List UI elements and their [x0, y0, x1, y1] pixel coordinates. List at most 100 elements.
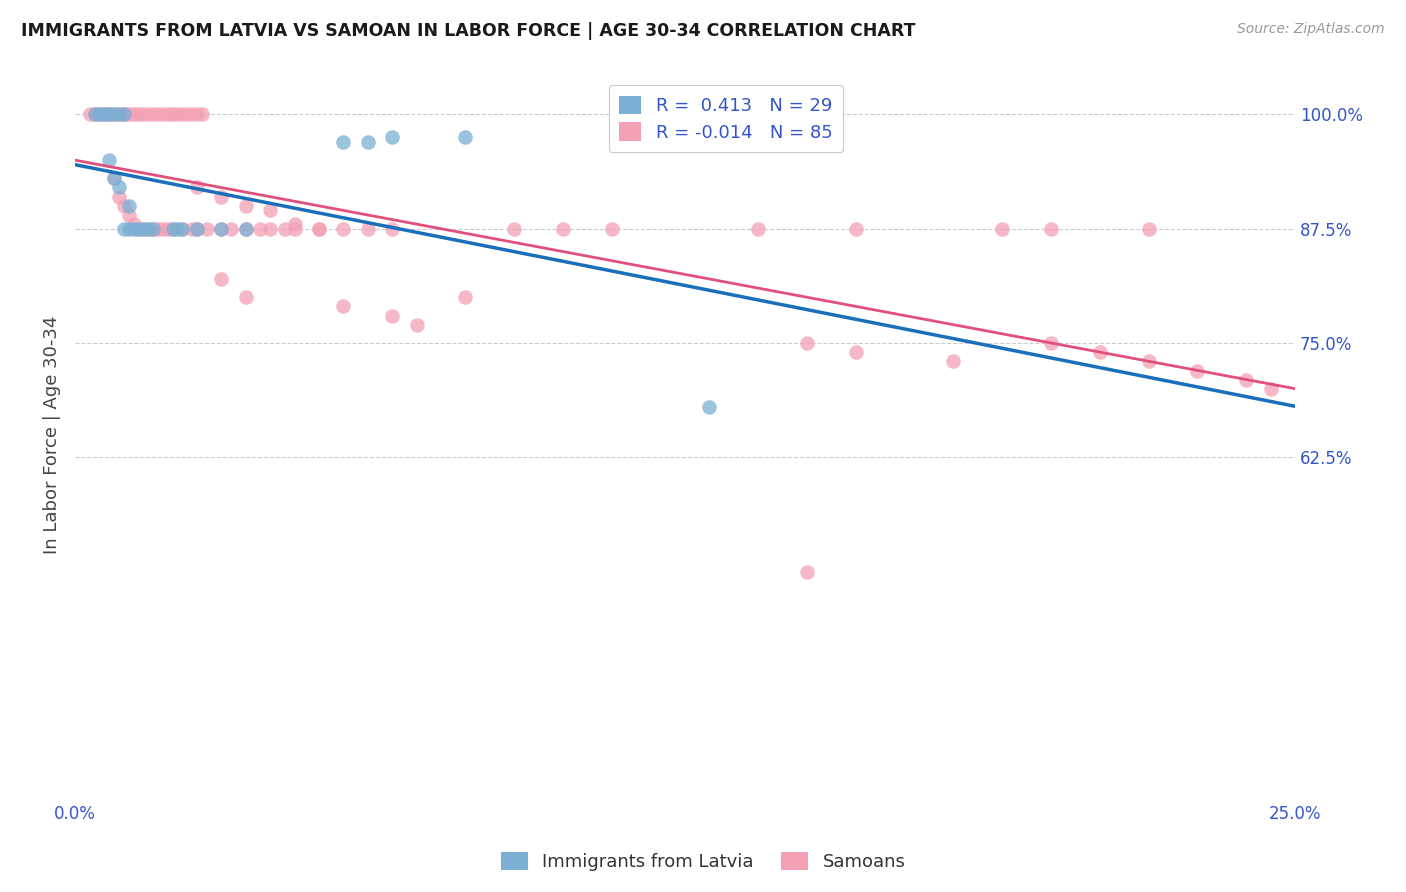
Point [176, 107, 198, 121]
Point [1040, 336, 1063, 351]
Point [132, 221, 155, 235]
Point [98, 153, 121, 167]
Point [142, 107, 165, 121]
Point [118, 208, 141, 222]
Point [235, 199, 257, 213]
Point [152, 221, 174, 235]
Point [1137, 221, 1160, 235]
Point [186, 180, 208, 194]
Point [132, 107, 155, 121]
Point [308, 221, 330, 235]
Point [83, 107, 105, 121]
Point [162, 221, 184, 235]
Point [796, 336, 818, 351]
Point [332, 300, 354, 314]
Point [405, 318, 427, 332]
Point [136, 107, 159, 121]
Point [79, 107, 101, 121]
Point [98, 107, 121, 121]
Point [122, 107, 145, 121]
Point [186, 221, 208, 235]
Point [249, 221, 271, 235]
Point [1187, 363, 1209, 377]
Text: Source: ZipAtlas.com: Source: ZipAtlas.com [1237, 22, 1385, 37]
Point [142, 221, 165, 235]
Point [118, 199, 141, 213]
Point [142, 221, 165, 235]
Y-axis label: In Labor Force | Age 30-34: In Labor Force | Age 30-34 [44, 316, 60, 554]
Point [172, 221, 194, 235]
Point [108, 107, 131, 121]
Point [127, 221, 149, 235]
Point [332, 135, 354, 149]
Point [191, 107, 214, 121]
Point [274, 221, 297, 235]
Point [209, 272, 232, 286]
Point [93, 107, 115, 121]
Point [136, 221, 159, 235]
Legend: R =  0.413   N = 29, R = -0.014   N = 85: R = 0.413 N = 29, R = -0.014 N = 85 [609, 85, 844, 153]
Point [166, 107, 188, 121]
Point [166, 221, 188, 235]
Point [146, 107, 169, 121]
Text: IMMIGRANTS FROM LATVIA VS SAMOAN IN LABOR FORCE | AGE 30-34 CORRELATION CHART: IMMIGRANTS FROM LATVIA VS SAMOAN IN LABO… [21, 22, 915, 40]
Point [796, 565, 818, 579]
Point [551, 221, 574, 235]
Point [454, 130, 477, 145]
Point [83, 107, 105, 121]
Point [127, 221, 149, 235]
Point [103, 107, 125, 121]
Point [235, 290, 257, 304]
Point [219, 221, 242, 235]
Point [259, 221, 281, 235]
Point [209, 221, 232, 235]
Point [93, 107, 115, 121]
Point [699, 400, 721, 414]
Point [332, 221, 354, 235]
Point [122, 217, 145, 231]
Point [89, 107, 111, 121]
Point [186, 107, 208, 121]
Point [747, 221, 769, 235]
Point [98, 107, 121, 121]
Point [1260, 382, 1282, 396]
Point [112, 107, 135, 121]
Point [308, 221, 330, 235]
Point [122, 221, 145, 235]
Point [98, 107, 121, 121]
Point [942, 354, 965, 368]
Point [162, 107, 184, 121]
Point [209, 221, 232, 235]
Point [156, 221, 179, 235]
Point [991, 221, 1014, 235]
Point [381, 309, 404, 323]
Point [108, 180, 131, 194]
Point [127, 107, 149, 121]
Point [381, 130, 404, 145]
Point [93, 107, 115, 121]
Point [112, 199, 135, 213]
Point [454, 290, 477, 304]
Point [172, 107, 194, 121]
Point [112, 221, 135, 235]
Point [156, 107, 179, 121]
Point [284, 217, 307, 231]
Legend: Immigrants from Latvia, Samoans: Immigrants from Latvia, Samoans [494, 845, 912, 879]
Point [1088, 345, 1111, 359]
Point [259, 203, 281, 218]
Point [181, 107, 204, 121]
Point [152, 107, 174, 121]
Point [235, 221, 257, 235]
Point [103, 171, 125, 186]
Point [1040, 221, 1063, 235]
Point [503, 221, 526, 235]
Point [357, 135, 380, 149]
Point [108, 107, 131, 121]
Point [162, 221, 184, 235]
Point [845, 221, 868, 235]
Point [235, 221, 257, 235]
Point [172, 221, 194, 235]
Point [112, 107, 135, 121]
Point [1137, 354, 1160, 368]
Point [1234, 373, 1257, 387]
